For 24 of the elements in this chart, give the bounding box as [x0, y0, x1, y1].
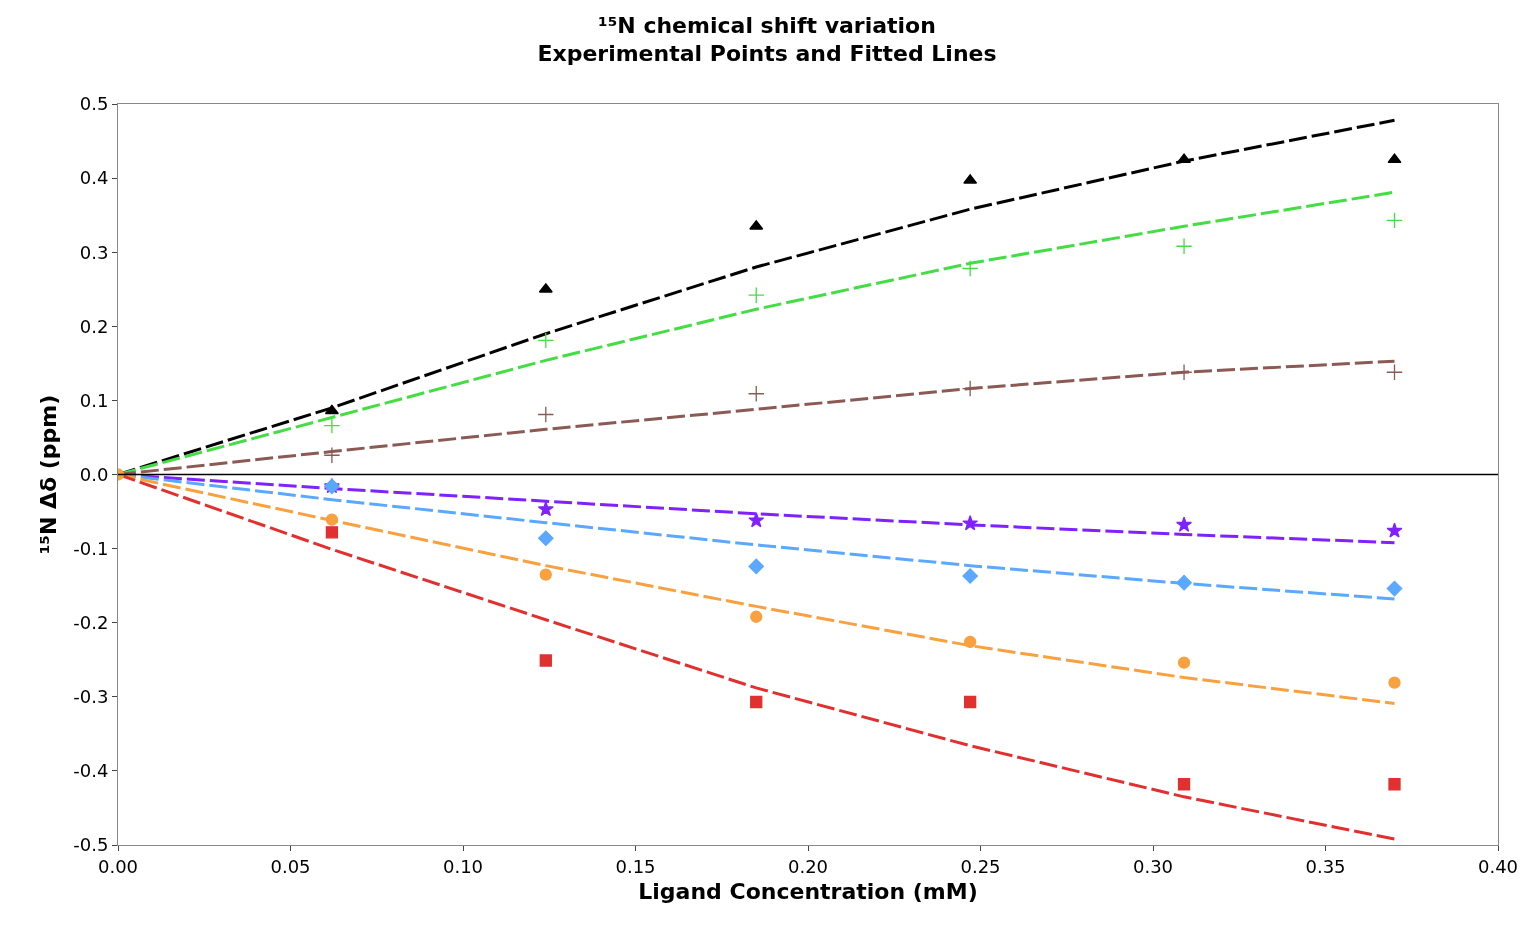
x-tick-label: 0.25 [960, 855, 1001, 877]
x-tick-label: 0.35 [1305, 855, 1346, 877]
x-tick-label: 0.10 [442, 855, 484, 877]
x-tick-label: 0.20 [787, 855, 829, 877]
y-tick-label: 0.5 [79, 93, 109, 115]
x-tick-label: 0.30 [1132, 855, 1174, 877]
y-tick-label: -0.1 [73, 537, 109, 559]
y-tick-label: -0.2 [73, 612, 109, 633]
y-tick-label: 0.4 [79, 167, 109, 189]
y-tick-label: 0.2 [79, 315, 109, 337]
y-axis-title: ¹⁵N Δδ (ppm) [36, 394, 62, 555]
y-tick-label: 0.3 [79, 241, 109, 263]
x-tick-label: 0.40 [1477, 855, 1519, 877]
y-tick-label: -0.3 [73, 686, 109, 708]
x-tick-label: 0.15 [615, 855, 656, 877]
x-tick-label: 0.00 [97, 855, 139, 877]
y-tick-label: -0.5 [73, 834, 109, 856]
y-tick-label: 0.0 [79, 463, 109, 485]
x-axis-title: Ligand Concentration (mM) [638, 879, 978, 905]
x-tick-label: 0.05 [270, 855, 311, 877]
chart-title: ¹⁵N chemical shift variation [598, 12, 936, 38]
y-tick-label: 0.1 [79, 389, 109, 411]
y-tick-label: -0.4 [73, 760, 109, 782]
chart-subtitle: Experimental Points and Fitted Lines [537, 41, 997, 67]
